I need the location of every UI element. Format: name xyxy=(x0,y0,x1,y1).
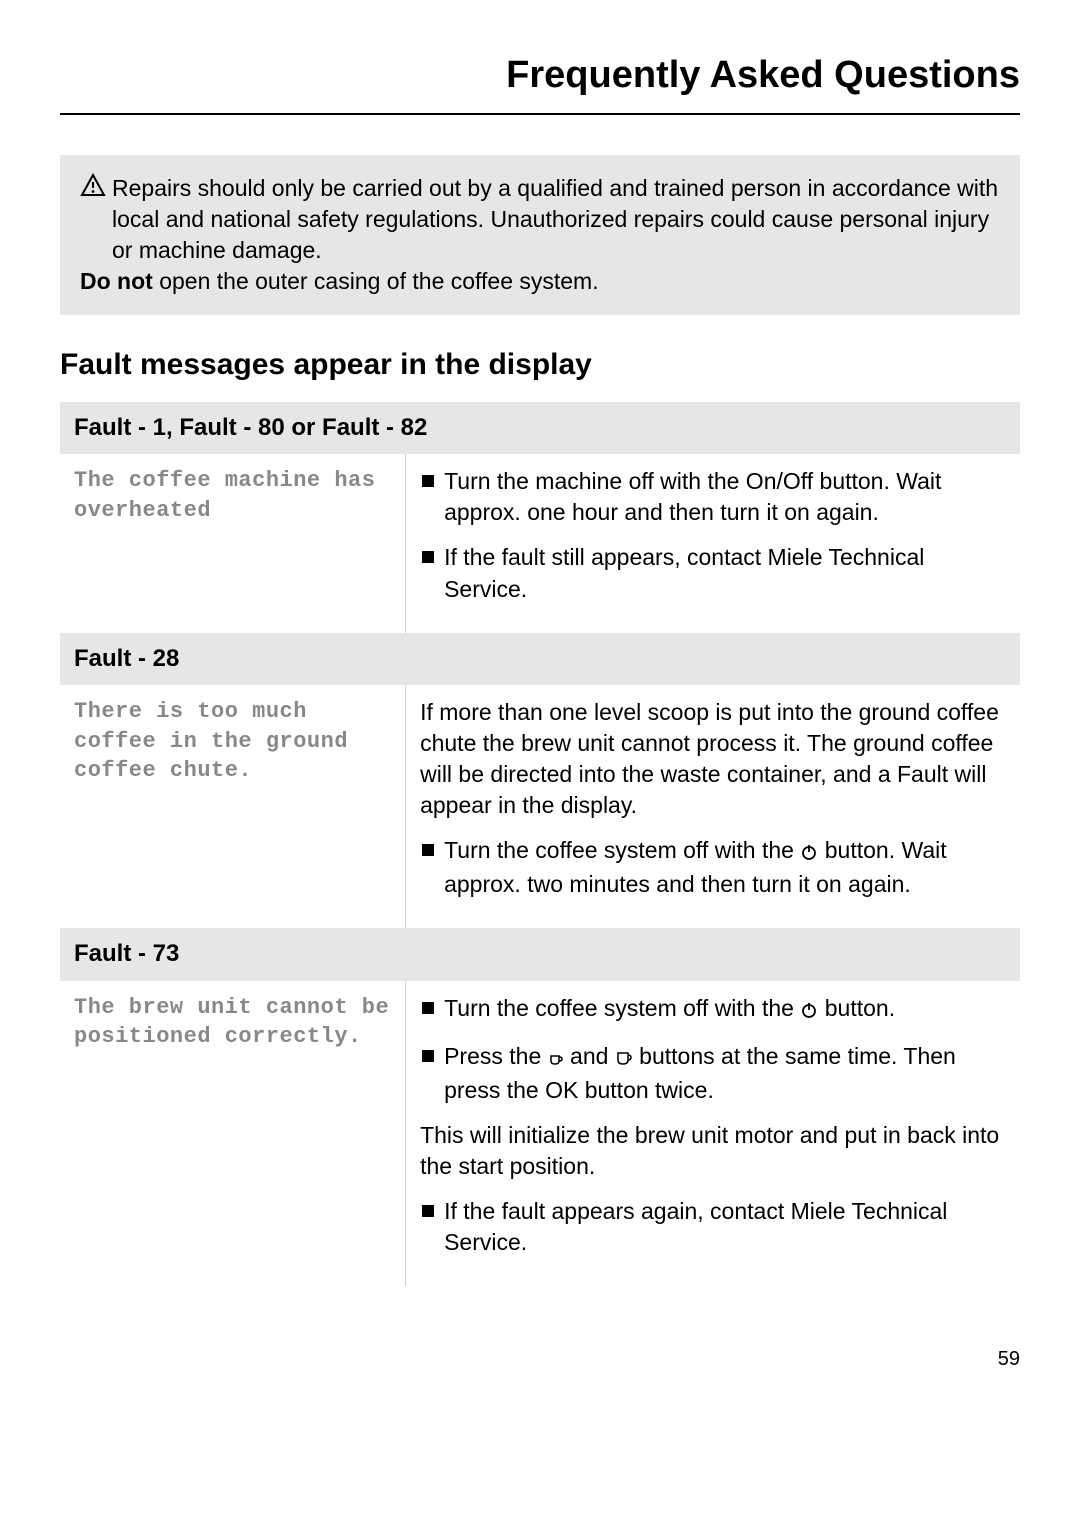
fault-cause: The brew unit cannot be positioned corre… xyxy=(74,993,391,1052)
fault-header: Fault - 1, Fault - 80 or Fault - 82 xyxy=(60,402,1020,454)
power-icon xyxy=(800,838,818,869)
cup-large-icon xyxy=(615,1044,633,1075)
fault-remedy-cell: Turn the coffee system off with the butt… xyxy=(406,981,1020,1286)
bullet-text-a: Turn the coffee system off with the xyxy=(444,995,800,1021)
remedy-paragraph: This will initialize the brew unit motor… xyxy=(420,1120,1006,1182)
fault-cause-cell: There is too much coffee in the ground c… xyxy=(60,685,406,928)
table-row: There is too much coffee in the ground c… xyxy=(60,685,1020,928)
power-icon xyxy=(800,996,818,1027)
callout-rest: open the outer casing of the coffee syst… xyxy=(153,268,599,294)
fault-cause-cell: The coffee machine has overheated xyxy=(60,454,406,632)
list-item: If the fault appears again, contact Miel… xyxy=(420,1196,1006,1258)
fault-header: Fault - 28 xyxy=(60,633,1020,685)
bullet-text-b: button. xyxy=(818,995,895,1021)
callout-bold: Do not xyxy=(80,268,153,294)
bullet-text-b: and xyxy=(564,1043,615,1069)
list-item: If the fault still appears, contact Miel… xyxy=(420,542,1006,604)
page-number: 59 xyxy=(60,1346,1020,1373)
callout-text-2: Do not open the outer casing of the coff… xyxy=(80,266,1000,297)
fault-cause: The coffee machine has overheated xyxy=(74,466,391,525)
fault-remedy-cell: If more than one level scoop is put into… xyxy=(406,685,1020,928)
list-item: Turn the coffee system off with the butt… xyxy=(420,993,1006,1027)
fault-table: Fault - 1, Fault - 80 or Fault - 82 The … xyxy=(60,402,1020,1286)
remedy-paragraph: If more than one level scoop is put into… xyxy=(420,697,1006,821)
list-item: Turn the coffee system off with the butt… xyxy=(420,835,1006,900)
list-item: Turn the machine off with the On/Off but… xyxy=(420,466,1006,528)
table-header-row: Fault - 1, Fault - 80 or Fault - 82 xyxy=(60,402,1020,454)
fault-cause-cell: The brew unit cannot be positioned corre… xyxy=(60,981,406,1286)
warning-icon xyxy=(80,173,106,197)
fault-remedy-cell: Turn the machine off with the On/Off but… xyxy=(406,454,1020,632)
fault-cause: There is too much coffee in the ground c… xyxy=(74,697,391,786)
list-item: Press the and buttons at the same time. … xyxy=(420,1041,1006,1106)
cup-small-icon xyxy=(548,1044,564,1075)
warning-callout: Repairs should only be carried out by a … xyxy=(60,155,1020,315)
page-title: Frequently Asked Questions xyxy=(60,50,1020,115)
table-row: The brew unit cannot be positioned corre… xyxy=(60,981,1020,1286)
table-header-row: Fault - 73 xyxy=(60,928,1020,980)
callout-text-1: Repairs should only be carried out by a … xyxy=(112,173,1000,266)
table-row: The coffee machine has overheated Turn t… xyxy=(60,454,1020,632)
fault-header: Fault - 73 xyxy=(60,928,1020,980)
bullet-text-a: Press the xyxy=(444,1043,548,1069)
section-heading: Fault messages appear in the display xyxy=(60,345,1020,386)
bullet-text-a: Turn the coffee system off with the xyxy=(444,837,800,863)
table-header-row: Fault - 28 xyxy=(60,633,1020,685)
